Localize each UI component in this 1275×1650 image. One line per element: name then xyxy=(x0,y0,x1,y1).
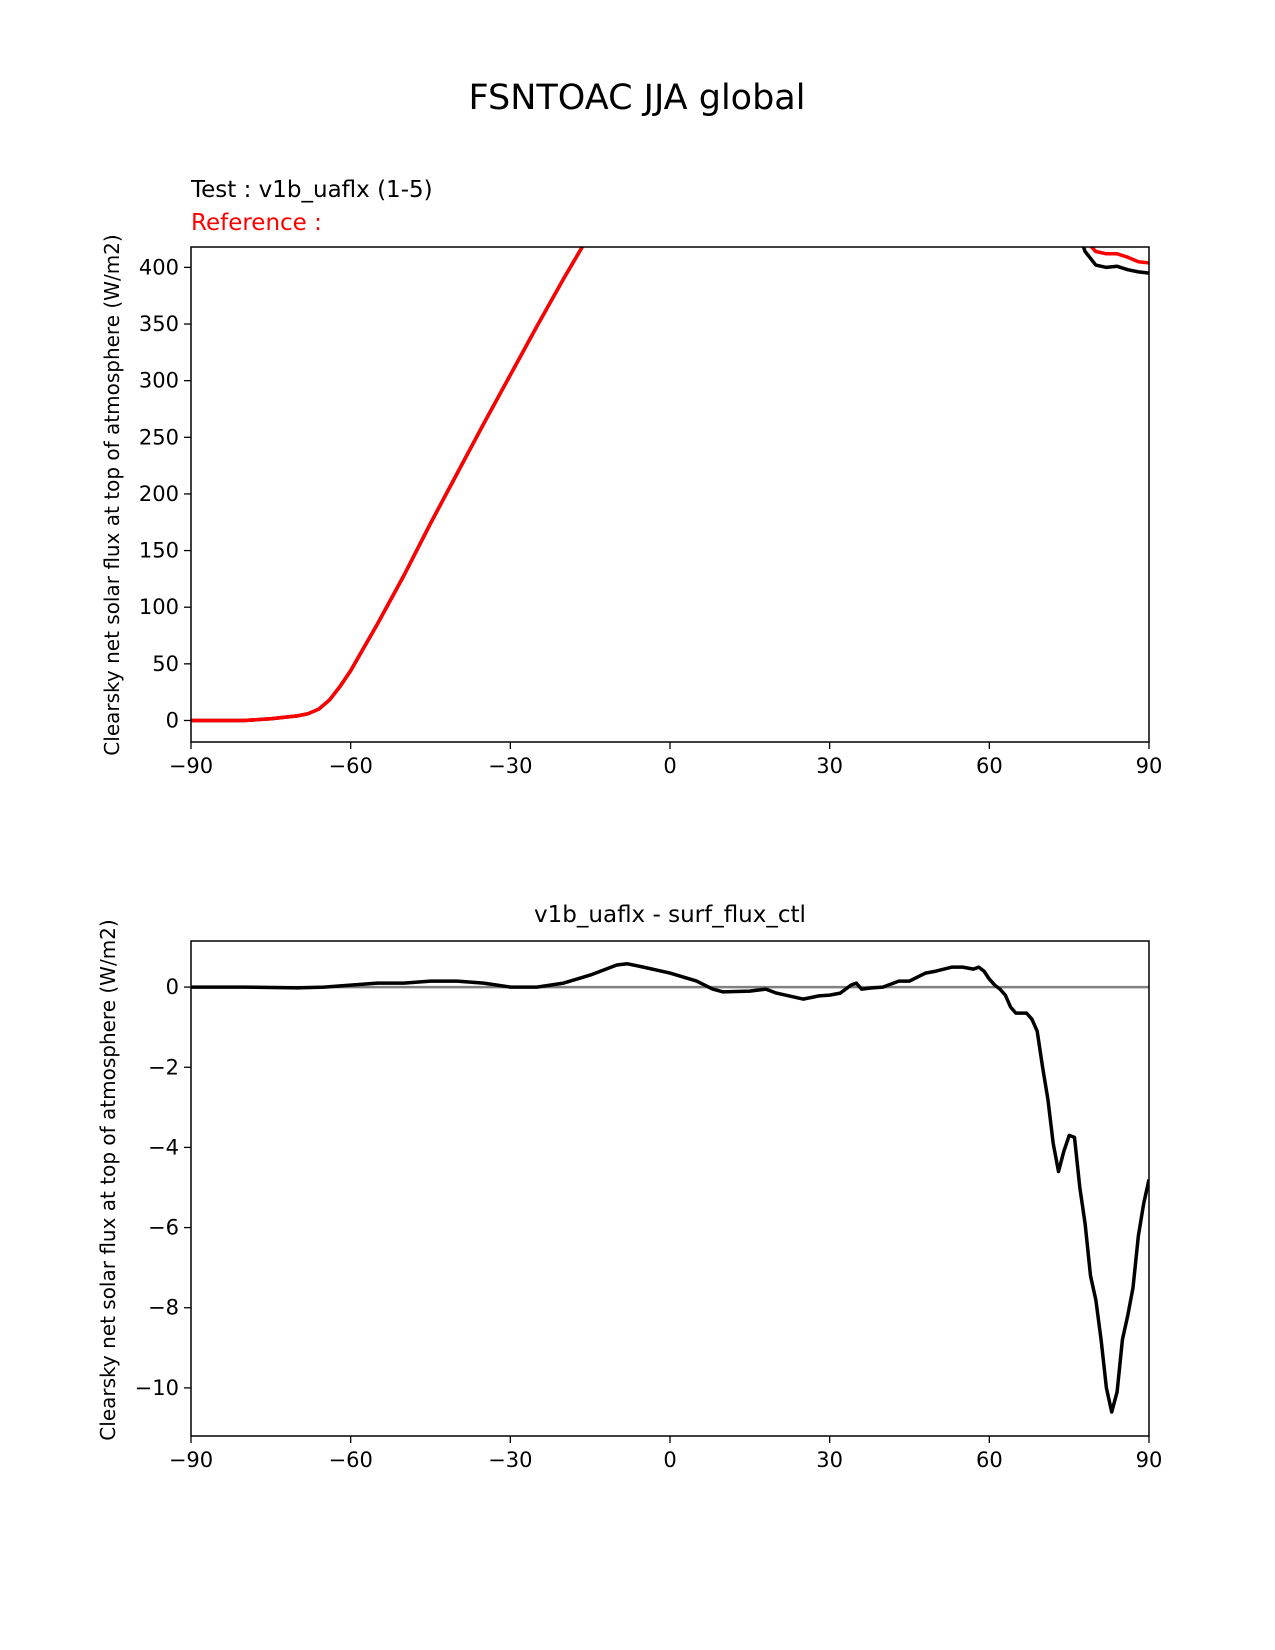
bottom-panel-ylabel: Clearsky net solar flux at top of atmosp… xyxy=(96,919,120,1440)
y-tick-label: 0 xyxy=(166,975,179,999)
y-tick-label: 0 xyxy=(166,708,179,732)
top-panel-test-label: Test : v1b_uaflx (1-5) xyxy=(190,177,433,203)
plot-frame xyxy=(190,940,1150,1437)
x-tick-label: −30 xyxy=(488,1448,532,1472)
y-tick-label: 250 xyxy=(139,425,179,449)
top-panel-ylabel: Clearsky net solar flux at top of atmosp… xyxy=(100,234,124,755)
y-tick-label: 200 xyxy=(139,482,179,506)
y-tick-label: −4 xyxy=(148,1135,179,1159)
x-tick-label: −60 xyxy=(329,1448,373,1472)
x-tick-label: −90 xyxy=(169,1448,213,1472)
x-tick-label: −90 xyxy=(169,754,213,778)
top-plot-area: −90 −60 −30 0 30 60 90 0 50 100 150 200 250 300 350 400 xyxy=(139,246,1163,778)
y-tick-label: −2 xyxy=(148,1055,179,1079)
y-tick-label: 150 xyxy=(139,539,179,563)
x-tick-label: 0 xyxy=(663,1448,676,1472)
x-tick-label: −60 xyxy=(329,754,373,778)
y-tick-label: 100 xyxy=(139,595,179,619)
x-tick-label: 0 xyxy=(663,754,676,778)
y-tick-label: 400 xyxy=(139,255,179,279)
x-tick-label: 30 xyxy=(816,754,843,778)
y-tick-label: 350 xyxy=(139,312,179,336)
x-tick-label: 90 xyxy=(1136,1448,1163,1472)
series-line-difference xyxy=(191,962,1149,1414)
x-tick-label: 60 xyxy=(976,754,1003,778)
figure-title: FSNTOAC JJA global xyxy=(469,78,806,118)
y-tick-label: 50 xyxy=(152,652,179,676)
plot-frame xyxy=(190,246,1150,743)
top-panel-reference-label: Reference : xyxy=(191,210,322,236)
y-tick-label: −6 xyxy=(148,1216,179,1240)
bottom-plot-area: −90 −60 −30 0 30 60 90 0 −2 −4 −6 −8 −10 xyxy=(135,940,1163,1472)
x-tick-label: 90 xyxy=(1136,754,1163,778)
x-tick-label: 60 xyxy=(976,1448,1003,1472)
bottom-panel: v1b_uaflx - surf_flux_ctl Clearsky net s… xyxy=(96,902,1162,1472)
bottom-panel-title: v1b_uaflx - surf_flux_ctl xyxy=(534,902,806,928)
series-line-reference xyxy=(191,247,1149,723)
x-tick-label: −30 xyxy=(488,754,532,778)
y-tick-label: 300 xyxy=(139,369,179,393)
series-line-test xyxy=(191,247,1149,723)
x-tick-label: 30 xyxy=(816,1448,843,1472)
y-tick-label: −10 xyxy=(135,1376,179,1400)
top-panel: Test : v1b_uaflx (1-5) Reference : Clear… xyxy=(100,177,1163,778)
y-tick-label: −8 xyxy=(148,1296,179,1320)
